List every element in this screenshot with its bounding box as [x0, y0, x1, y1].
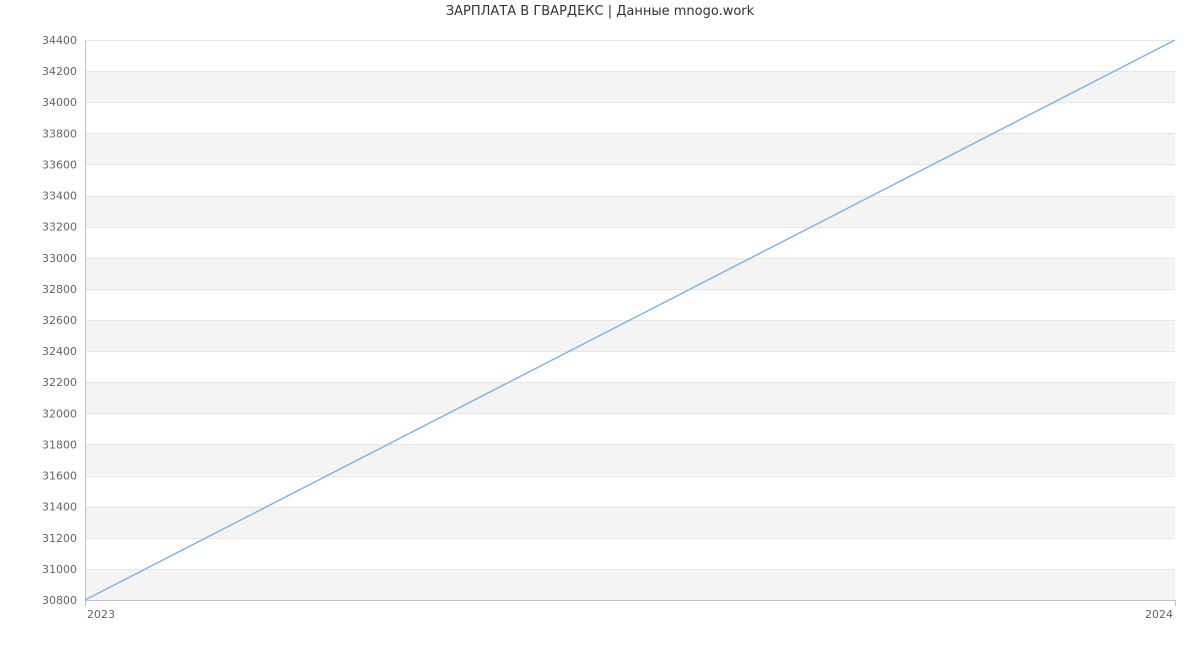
svg-text:2023: 2023	[87, 608, 115, 621]
salary-chart-container: ЗАРПЛАТА В ГВАРДЕКС | Данные mnogo.work …	[0, 0, 1200, 650]
svg-text:32800: 32800	[42, 283, 77, 296]
plot-bands	[85, 71, 1175, 600]
chart-svg: 30800 31000 31200 31400 31600 31800 32000 32200…	[0, 0, 1200, 650]
svg-text:2024: 2024	[1145, 608, 1173, 621]
svg-text:31400: 31400	[42, 501, 77, 514]
svg-text:31000: 31000	[42, 563, 77, 576]
x-axis-ticks: 2023 2024	[86, 600, 1176, 621]
svg-text:33400: 33400	[42, 190, 77, 203]
svg-text:34200: 34200	[42, 65, 77, 78]
svg-text:31200: 31200	[42, 532, 77, 545]
svg-text:33000: 33000	[42, 252, 77, 265]
svg-text:31600: 31600	[42, 470, 77, 483]
svg-text:31800: 31800	[42, 438, 77, 451]
svg-text:32600: 32600	[42, 314, 77, 327]
svg-text:30800: 30800	[42, 594, 77, 607]
svg-text:32200: 32200	[42, 376, 77, 389]
svg-text:33800: 33800	[42, 127, 77, 140]
svg-text:32400: 32400	[42, 345, 77, 358]
y-axis-ticks: 30800 31000 31200 31400 31600 31800 32000 32200…	[42, 34, 77, 607]
svg-text:34000: 34000	[42, 96, 77, 109]
svg-text:34400: 34400	[42, 34, 77, 47]
svg-text:33600: 33600	[42, 158, 77, 171]
svg-text:32000: 32000	[42, 407, 77, 420]
svg-text:33200: 33200	[42, 221, 77, 234]
